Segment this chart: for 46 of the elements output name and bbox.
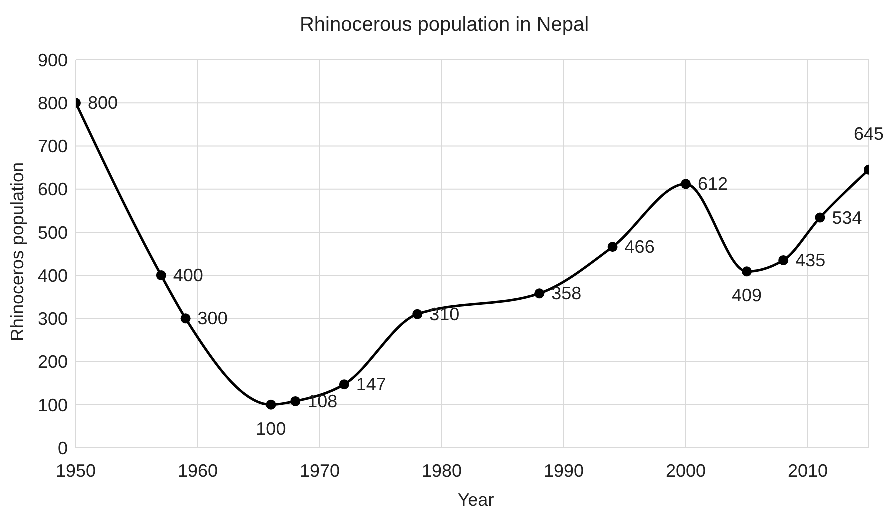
point [608, 242, 618, 252]
point [778, 255, 789, 266]
point [339, 380, 350, 390]
y-tick-label: 800 [38, 94, 68, 114]
data-label: 310 [430, 304, 460, 324]
data-label: 108 [308, 391, 338, 412]
x-tick-label: 2000 [666, 460, 706, 481]
x-tick-label: 1970 [300, 460, 340, 481]
y-tick-label: 700 [38, 136, 68, 157]
point [266, 400, 276, 410]
point [412, 309, 423, 320]
chart-title: Rhinocerous population in Nepal [298, 14, 590, 37]
y-tick-label: 200 [38, 352, 68, 372]
point [534, 288, 545, 299]
data-label: 409 [732, 286, 762, 306]
y-tick-label: 300 [38, 309, 68, 330]
y-axis-title: Rhinoceros population [8, 162, 28, 342]
y-tick-label: 400 [38, 266, 68, 286]
data-label: 800 [88, 93, 118, 114]
data-label: 466 [624, 237, 655, 258]
y-tick-label: 0 [58, 438, 68, 458]
x-tick-label: 1980 [422, 460, 462, 481]
x-tick-label: 1950 [56, 460, 96, 481]
point [681, 179, 691, 190]
y-tick-label: 900 [38, 50, 68, 70]
data-label: 100 [256, 418, 286, 439]
data-label: 435 [796, 250, 826, 270]
point [815, 212, 826, 223]
point [180, 314, 191, 324]
x-tick-label: 2010 [788, 460, 828, 481]
x-axis-title: Year [456, 490, 496, 511]
point [290, 396, 301, 406]
data-label: 534 [832, 208, 862, 228]
x-tick-label: 1960 [178, 460, 218, 481]
point [156, 270, 166, 281]
x-tick-label: 1990 [544, 460, 584, 481]
y-tick-label: 100 [38, 395, 68, 416]
y-tick-label: 500 [38, 222, 68, 243]
point [742, 266, 752, 277]
data-label: 400 [173, 266, 204, 286]
data-label: 147 [356, 374, 386, 395]
y-tick-label: 600 [38, 180, 68, 200]
data-label: 358 [552, 284, 582, 304]
data-label: 300 [198, 308, 228, 329]
data-label: 645 [854, 124, 884, 144]
data-label: 612 [698, 174, 728, 194]
